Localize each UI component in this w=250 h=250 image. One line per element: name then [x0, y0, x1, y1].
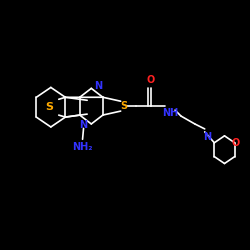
Text: O: O — [146, 76, 154, 86]
Text: S: S — [120, 101, 127, 111]
Text: N: N — [80, 120, 88, 130]
Text: O: O — [232, 138, 240, 148]
Text: NH: NH — [162, 108, 178, 118]
Text: NH₂: NH₂ — [72, 142, 93, 152]
Text: N: N — [204, 132, 212, 142]
Text: N: N — [94, 81, 102, 91]
Text: S: S — [45, 102, 53, 112]
